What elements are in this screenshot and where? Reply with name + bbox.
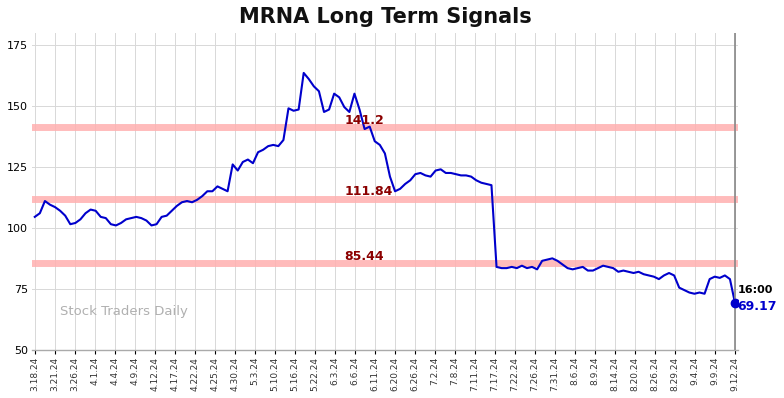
Text: 111.84: 111.84: [344, 185, 393, 198]
Text: Stock Traders Daily: Stock Traders Daily: [60, 305, 188, 318]
Text: 141.2: 141.2: [344, 114, 384, 127]
Text: 69.17: 69.17: [738, 300, 777, 313]
Text: 16:00: 16:00: [738, 285, 773, 295]
Text: 85.44: 85.44: [344, 250, 384, 263]
Title: MRNA Long Term Signals: MRNA Long Term Signals: [238, 7, 532, 27]
